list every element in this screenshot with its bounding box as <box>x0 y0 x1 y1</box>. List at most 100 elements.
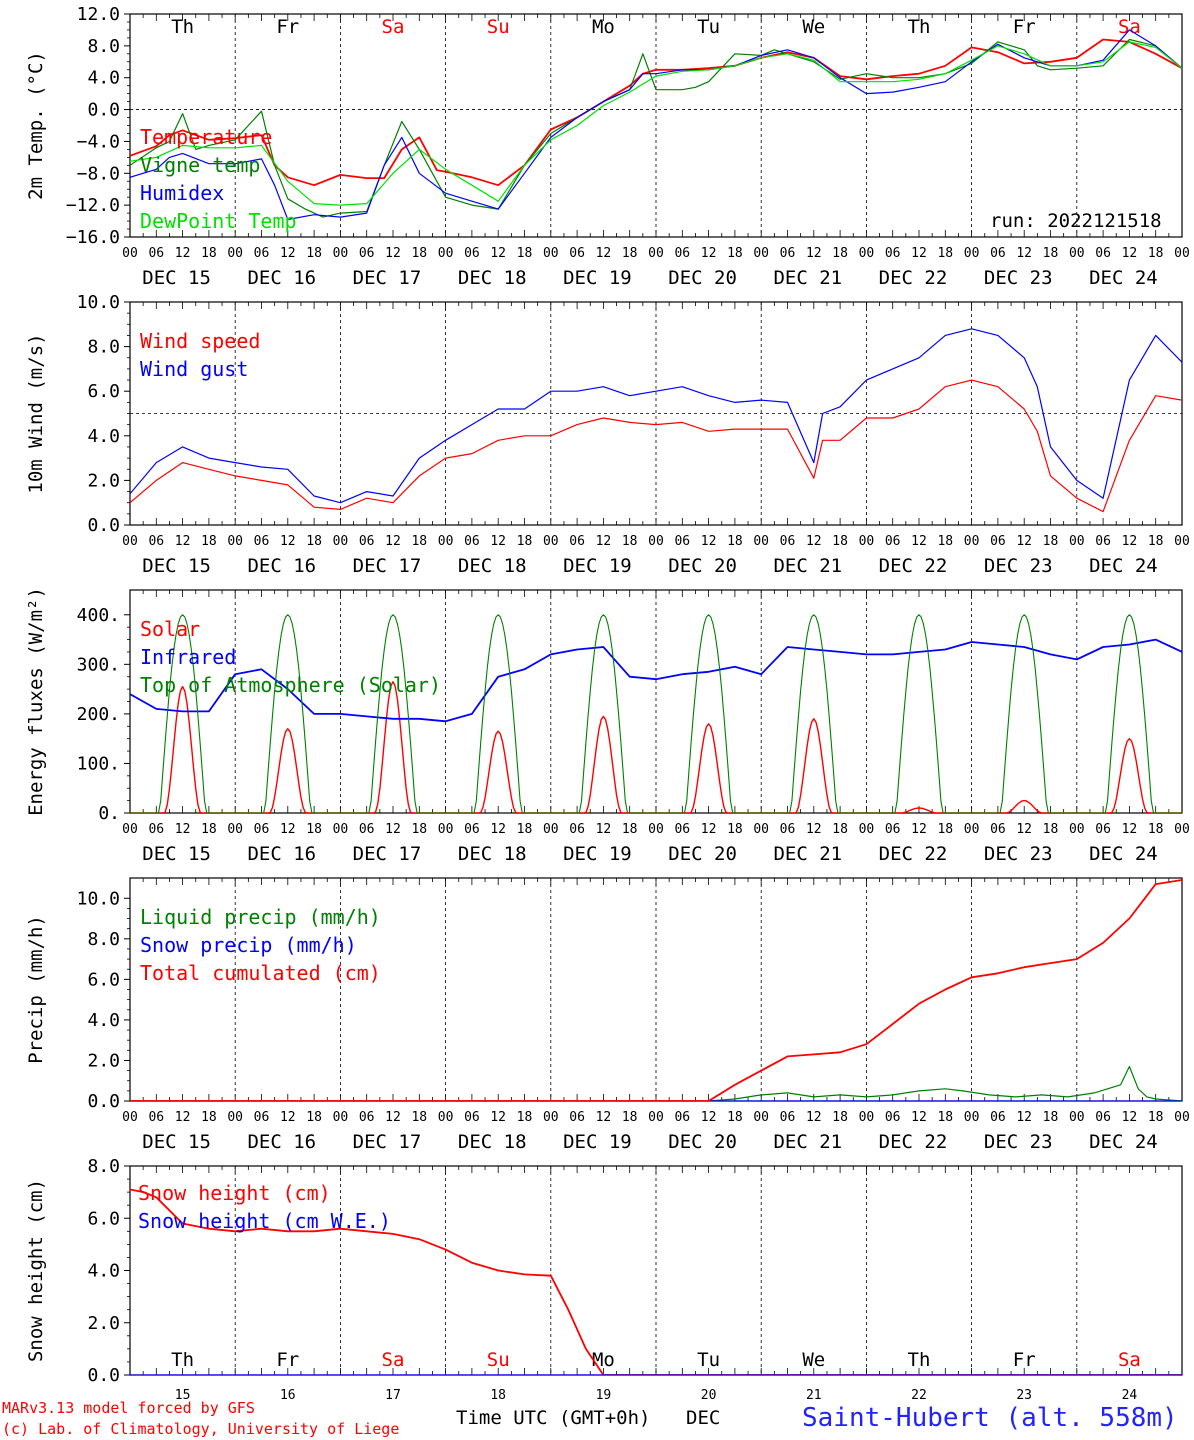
hour-tick-label: 12 <box>490 822 506 837</box>
hour-tick-label: 12 <box>806 534 822 549</box>
legend-entry: Snow height (cm W.E.) <box>138 1209 391 1233</box>
hour-tick-label: 00 <box>753 1110 769 1125</box>
weekday-label: Th <box>171 1349 194 1371</box>
series-dewpoint-temp <box>130 41 1182 206</box>
hour-tick-label: 12 <box>1122 246 1138 261</box>
date-label: DEC 21 <box>773 267 842 289</box>
panel-energy: 400. 300. 200. 100. 0. Energy fluxes (W/m²) 00… <box>25 587 1190 865</box>
hour-tick-label: 18 <box>937 246 953 261</box>
legend-entry: Infrared <box>140 645 236 669</box>
day-number-label: 16 <box>280 1388 296 1403</box>
weekday-label: Su <box>487 1349 510 1371</box>
hour-tick-label: 06 <box>569 822 585 837</box>
y-axis-title: Snow height (cm) <box>25 1179 47 1362</box>
y-axis-title: 2m Temp. (°C) <box>25 51 47 200</box>
legend-entry: Vigne temp <box>140 153 260 177</box>
y-tick-label: 6.0 <box>87 969 120 990</box>
hour-tick-label: 00 <box>543 1110 559 1125</box>
y-tick-label: 8.0 <box>87 929 120 950</box>
legend-entry: Wind gust <box>140 357 248 381</box>
hour-tick-label: 12 <box>385 246 401 261</box>
hour-tick-label: 06 <box>885 534 901 549</box>
date-label: DEC 24 <box>1089 843 1158 865</box>
hour-tick-label: 18 <box>306 246 322 261</box>
hour-tick-label: 00 <box>859 246 875 261</box>
date-label: DEC 21 <box>773 1131 842 1153</box>
series-solar-day <box>971 799 1077 813</box>
weekday-label: We <box>802 16 825 38</box>
hour-tick-label: 06 <box>569 534 585 549</box>
hour-tick-label: 18 <box>832 246 848 261</box>
hour-tick-label: 12 <box>701 1110 717 1125</box>
hour-tick-label: 18 <box>1043 1110 1059 1125</box>
y-tick-label: 6.0 <box>87 1208 120 1229</box>
hour-tick-label: 12 <box>175 1110 191 1125</box>
hour-tick-label: 00 <box>859 534 875 549</box>
hour-tick-label: 18 <box>517 534 533 549</box>
series-group <box>130 29 1182 221</box>
hour-tick-label: 18 <box>201 822 217 837</box>
series-group <box>130 879 1182 1101</box>
y-axis-title: Precip (mm/h) <box>25 915 47 1064</box>
hour-tick-label: 12 <box>1122 534 1138 549</box>
date-label: DEC 16 <box>247 843 316 865</box>
hour-tick-label: 00 <box>648 1110 664 1125</box>
hour-tick-label: 12 <box>175 534 191 549</box>
hour-tick-label: 00 <box>333 246 349 261</box>
hour-tick-label: 18 <box>306 534 322 549</box>
weekday-label: Th <box>908 16 931 38</box>
hour-tick-label: 18 <box>306 1110 322 1125</box>
legend-entry: Liquid precip (mm/h) <box>140 905 381 929</box>
hour-tick-label: 12 <box>596 246 612 261</box>
weekday-label: Sa <box>382 16 405 38</box>
hour-tick-label: 00 <box>122 1110 138 1125</box>
hour-tick-label: 18 <box>937 822 953 837</box>
date-label: DEC 15 <box>142 555 211 577</box>
y-tick-label: 2.0 <box>87 470 120 491</box>
hour-tick-label: 06 <box>990 1110 1006 1125</box>
date-label: DEC 20 <box>668 843 737 865</box>
weekday-label: Th <box>908 1349 931 1371</box>
hour-tick-label: 06 <box>674 246 690 261</box>
hour-tick-label: 12 <box>490 1110 506 1125</box>
hour-tick-label: 18 <box>727 246 743 261</box>
hour-tick-label: 12 <box>1016 246 1032 261</box>
hour-tick-label: 18 <box>622 822 638 837</box>
y-tick-label: 0.0 <box>87 1091 120 1112</box>
hour-tick-label: 06 <box>148 246 164 261</box>
hour-tick-label: 18 <box>1148 1110 1164 1125</box>
hour-tick-label: 00 <box>859 822 875 837</box>
weekday-label: Mo <box>592 16 615 38</box>
panel-temp: 12.0 8.0 4.0 0.0 −4.0 −8.0 −12.0 −16.0 2m Temp. … <box>25 4 1190 289</box>
weekday-label: Fr <box>276 1349 299 1371</box>
y-tick-label: −4.0 <box>77 131 120 152</box>
weekday-label: Sa <box>1118 1349 1141 1371</box>
date-label: DEC 17 <box>353 267 422 289</box>
hour-tick-label: 06 <box>990 246 1006 261</box>
y-tick-label: −8.0 <box>77 163 120 184</box>
hour-tick-label: 12 <box>175 246 191 261</box>
hour-tick-label: 12 <box>1016 1110 1032 1125</box>
hour-tick-label: 12 <box>385 534 401 549</box>
series-solar-day <box>656 723 762 813</box>
hour-tick-label: 00 <box>1069 822 1085 837</box>
hour-tick-label: 06 <box>780 246 796 261</box>
date-label: DEC 22 <box>879 843 948 865</box>
station-label: Saint-Hubert (alt. 558m) <box>802 1403 1178 1433</box>
hour-tick-label: 06 <box>780 1110 796 1125</box>
hour-tick-label: 00 <box>438 246 454 261</box>
series-total-cumulated-cm <box>130 879 1182 1101</box>
series-infrared <box>130 638 1182 723</box>
run-label: run: 2022121518 <box>990 210 1162 232</box>
date-label: DEC 18 <box>458 267 527 289</box>
hour-tick-label: 00 <box>333 822 349 837</box>
series-solar-day <box>761 718 867 813</box>
weekday-label: Fr <box>1013 16 1036 38</box>
hour-tick-label: 00 <box>1174 822 1190 837</box>
hour-tick-label: 06 <box>359 822 375 837</box>
panel-snow: 8.0 6.0 4.0 2.0 0.0 Snow height (cm) Th 15 Fr 16 S… <box>25 1156 1183 1403</box>
hour-tick-label: 06 <box>885 1110 901 1125</box>
date-label: DEC 16 <box>247 267 316 289</box>
date-label: DEC 22 <box>879 1131 948 1153</box>
